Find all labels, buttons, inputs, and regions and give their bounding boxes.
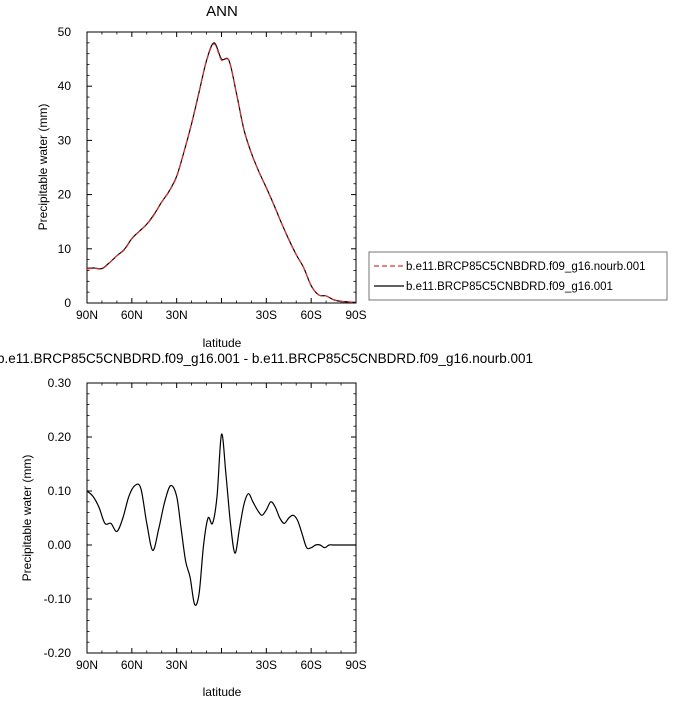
series-line <box>86 433 356 606</box>
y-tick-label: -0.10 <box>44 592 72 606</box>
x-axis-label: latitude <box>203 336 242 350</box>
x-tick-label: 60S <box>300 658 321 672</box>
plot-frame <box>86 31 357 304</box>
y-tick-labels: 0 10 20 30 40 50 <box>58 25 72 310</box>
difference-chart-title: b.e11.BRCP85C5CNBDRD.f09_g16.001 - b.e11… <box>0 351 533 366</box>
plot-frame <box>86 382 357 654</box>
x-tick-label: 90S <box>345 658 366 672</box>
axis-ticks <box>86 31 357 304</box>
y-tick-label: 0 <box>64 296 71 310</box>
y-tick-label: -0.20 <box>44 646 72 660</box>
x-tick-label: 30S <box>256 308 277 322</box>
x-tick-labels: 90N 60N 30N 30S 60S 90S <box>76 308 367 322</box>
series-lines <box>86 42 357 304</box>
y-tick-label: 0.00 <box>48 538 72 552</box>
y-tick-label: 50 <box>58 25 72 39</box>
y-axis-label: Precipitable water (mm) <box>20 455 34 582</box>
series-line <box>86 42 357 304</box>
y-tick-label: 0.20 <box>48 430 72 444</box>
y-tick-label: 0.10 <box>48 484 72 498</box>
y-tick-label: 30 <box>58 133 72 147</box>
legend: b.e11.BRCP85C5CNBDRD.f09_g16.nourb.001 b… <box>368 251 668 301</box>
series-lines <box>86 433 356 606</box>
chart-title: ANN <box>206 3 238 20</box>
x-tick-label: 90N <box>76 308 98 322</box>
x-tick-label: 30S <box>256 658 277 672</box>
y-tick-label: 0.30 <box>48 376 72 390</box>
x-tick-label: 60N <box>121 308 143 322</box>
x-tick-labels: 90N 60N 30N 30S 60S 90S <box>76 658 367 672</box>
legend-label-control: b.e11.BRCP85C5CNBDRD.f09_g16.001 <box>406 281 613 293</box>
y-tick-label: 10 <box>58 242 72 256</box>
y-tick-label: 20 <box>58 188 72 202</box>
x-tick-label: 90N <box>76 658 98 672</box>
bottom-panel: b.e11.BRCP85C5CNBDRD.f09_g16.001 - b.e11… <box>0 351 533 699</box>
x-tick-label: 90S <box>345 308 366 322</box>
y-tick-label: 40 <box>58 79 72 93</box>
y-axis-label: Precipitable water (mm) <box>36 104 50 231</box>
top-panel: ANN 90N 60N 30N 30S 60S 90S 0 10 20 30 40 50 latit… <box>36 3 367 350</box>
legend-box <box>368 251 668 301</box>
series-line <box>86 43 357 304</box>
y-tick-labels: -0.20 -0.10 0.00 0.10 0.20 0.30 <box>44 376 72 660</box>
x-tick-label: 60S <box>300 308 321 322</box>
legend-label-nourb: b.e11.BRCP85C5CNBDRD.f09_g16.nourb.001 <box>406 261 646 273</box>
x-axis-label: latitude <box>203 685 242 699</box>
x-tick-label: 30N <box>166 658 188 672</box>
x-tick-label: 60N <box>121 658 143 672</box>
axis-ticks <box>86 382 357 654</box>
x-tick-label: 30N <box>166 308 188 322</box>
